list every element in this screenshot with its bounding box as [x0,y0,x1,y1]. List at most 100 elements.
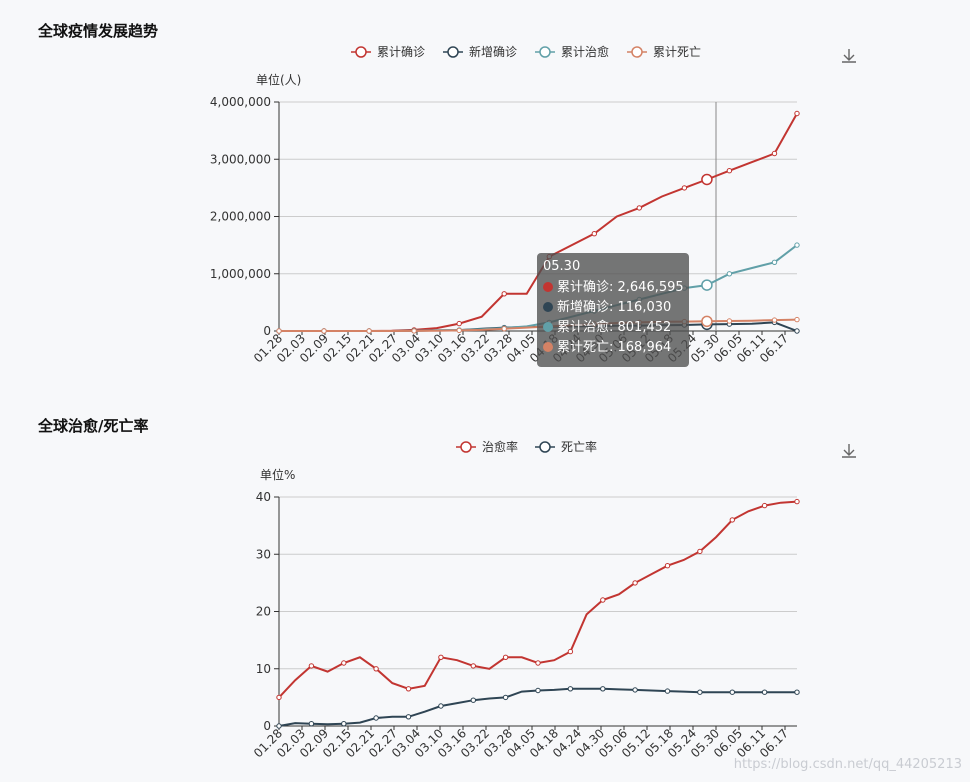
data-point [373,666,379,672]
tooltip-label: 累计确诊: 2,646,595 [557,280,684,295]
legend-marker [539,441,551,453]
tooltip-row: 累计死亡: 168,964 [543,338,683,358]
data-point [726,318,733,324]
data-point [456,320,462,327]
data-point [276,723,282,729]
legend-label: 累计确诊 [377,45,425,59]
data-point [794,316,800,323]
data-point [308,663,315,669]
data-point [632,687,638,693]
y-tick-label: 30 [256,547,271,561]
data-point [308,721,315,727]
tooltip-row: 累计确诊: 2,646,595 [543,278,684,298]
y-tick-label: 4,000,000 [210,95,271,109]
data-point [726,168,733,174]
data-point [729,517,735,523]
data-point [438,703,444,709]
tooltip-title: 05.30 [543,259,581,274]
tooltip-label: 新增确诊: 116,030 [557,300,672,315]
legend-label: 累计死亡 [653,45,701,59]
data-point [501,291,507,297]
data-point [456,327,462,334]
data-point [535,660,541,666]
legend-label: 治愈率 [482,439,518,454]
tooltip-row: 新增确诊: 116,030 [543,298,683,318]
data-point [794,328,800,334]
data-point [321,328,327,334]
legend-label: 死亡率 [561,439,597,454]
chart1-title: 全球疫情发展趋势 [38,22,159,40]
y-tick-label: 3,000,000 [210,152,271,166]
y-axis-label: 单位(人) [256,72,301,87]
legend-label: 新增确诊 [469,44,517,59]
data-point [502,654,509,660]
data-point [411,328,417,334]
legend-marker [631,46,643,58]
rate-chart: 治愈率 死亡率单位%01020304001.2802.0302.0902.1502… [251,439,800,760]
data-point [600,597,606,603]
data-point [405,686,412,692]
legend-marker [355,46,367,58]
data-point [591,231,597,237]
data-point [567,648,574,655]
y-tick-label: 0 [263,719,271,733]
data-point [761,502,768,509]
data-point [366,328,372,334]
chart-tooltip: 05.30 累计确诊: 2,646,595 新增确诊: 116,030 累计治愈… [537,253,689,367]
data-point [771,259,778,265]
data-point [501,326,507,332]
data-point [681,185,688,191]
data-point [761,689,768,695]
series-line [278,687,797,727]
download-icon[interactable] [840,47,858,65]
data-point [664,688,671,694]
y-tick-label: 40 [256,490,271,504]
data-point [636,205,642,211]
highlight-point [701,279,713,291]
highlight-point [701,173,713,186]
y-tick-label: 20 [256,605,271,619]
tooltip-row: 累计治愈: 801,452 [543,318,683,338]
data-point [373,715,379,721]
y-tick-label: 10 [256,662,271,676]
legend-marker [447,46,459,58]
data-point [535,687,541,694]
data-point [600,686,606,692]
data-point [794,110,800,117]
data-point [664,563,671,569]
tooltip-label: 累计治愈: 801,452 [557,320,672,335]
data-point [632,580,638,586]
data-point [794,689,800,695]
y-tick-label: 2,000,000 [210,210,271,224]
highlight-point [701,315,713,328]
data-point [726,271,733,277]
data-point [697,689,703,695]
data-point [470,697,476,703]
download-icon[interactable] [840,442,858,460]
y-tick-label: 1,000,000 [210,267,271,281]
tooltip-label: 累计死亡: 168,964 [557,340,672,355]
legend-label: 累计治愈 [561,44,609,59]
data-point [341,660,347,666]
data-point [470,663,476,669]
data-point [276,328,282,334]
data-point [697,548,703,555]
data-point [567,686,574,692]
data-point [438,654,444,660]
legend-marker [460,441,472,453]
chart2-title: 全球治愈/死亡率 [38,417,149,435]
data-point [405,714,412,720]
data-point [771,317,778,323]
legend-marker [539,46,551,58]
watermark: https://blog.csdn.net/qq_44205213 [733,757,962,772]
data-point [771,150,778,157]
data-point [729,689,735,695]
data-point [276,694,282,701]
data-point [502,694,509,701]
y-tick-label: 0 [263,324,271,338]
series-line [278,500,798,699]
data-point [794,498,800,505]
y-axis-label: 单位% [260,467,295,482]
data-point [341,721,347,727]
